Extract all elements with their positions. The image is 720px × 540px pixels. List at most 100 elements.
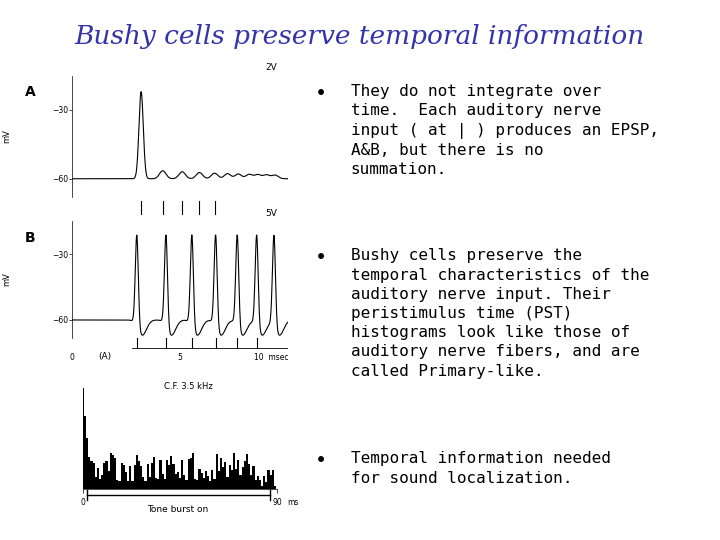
Bar <box>173 464 174 489</box>
Bar <box>177 471 179 489</box>
Bar <box>264 476 265 489</box>
Bar <box>130 467 131 489</box>
Text: Bushy cells preserve temporal information: Bushy cells preserve temporal informatio… <box>75 24 645 49</box>
Bar <box>160 461 161 489</box>
Bar <box>243 462 246 489</box>
Bar <box>271 469 274 489</box>
Text: Temporal information needed
for sound localization.: Temporal information needed for sound lo… <box>351 451 611 485</box>
Bar <box>92 463 95 489</box>
Bar <box>220 458 222 489</box>
Bar <box>233 454 235 489</box>
Bar <box>179 477 181 489</box>
Bar <box>216 454 217 489</box>
Bar <box>265 482 268 489</box>
Text: C.F. 3.5 kHz: C.F. 3.5 kHz <box>164 382 213 391</box>
Bar <box>222 468 225 489</box>
Bar <box>125 471 127 489</box>
Bar <box>166 461 168 489</box>
Bar <box>255 480 257 489</box>
Text: •: • <box>315 451 327 470</box>
Bar <box>89 456 91 489</box>
Bar <box>140 467 142 489</box>
Bar <box>114 458 116 489</box>
Bar <box>207 476 209 489</box>
Text: Tone burst on: Tone burst on <box>148 505 209 514</box>
Text: (A): (A) <box>99 352 112 361</box>
Bar <box>225 462 226 489</box>
Bar <box>142 477 144 489</box>
Bar <box>121 463 122 489</box>
Text: A: A <box>24 85 35 99</box>
Text: mV: mV <box>2 130 12 143</box>
Bar <box>194 478 196 489</box>
Bar <box>261 485 264 489</box>
Bar <box>91 461 92 489</box>
Bar <box>144 481 147 489</box>
Bar <box>149 477 151 489</box>
Bar <box>109 454 112 489</box>
Bar <box>246 454 248 489</box>
Text: B: B <box>24 231 35 245</box>
Bar <box>185 480 187 489</box>
Bar <box>259 480 261 489</box>
Text: •: • <box>315 248 327 267</box>
Bar <box>235 469 237 489</box>
Bar <box>174 474 176 489</box>
Bar <box>104 463 105 489</box>
Bar <box>248 464 251 489</box>
Text: mV: mV <box>2 273 12 286</box>
Bar <box>198 469 200 489</box>
Bar <box>82 388 84 489</box>
Bar <box>204 470 207 489</box>
Bar <box>183 475 185 489</box>
Bar <box>196 480 198 489</box>
Bar <box>84 416 86 489</box>
Bar <box>95 477 96 489</box>
Bar <box>155 477 157 489</box>
Bar <box>135 455 138 489</box>
Bar <box>228 465 230 489</box>
Bar <box>127 481 130 489</box>
Bar <box>170 456 172 489</box>
Text: 10  msec: 10 msec <box>253 353 288 362</box>
Bar <box>147 464 148 489</box>
Bar <box>131 481 133 489</box>
Bar <box>157 478 160 489</box>
Bar <box>101 475 104 489</box>
Bar <box>163 478 166 489</box>
Bar <box>134 465 135 489</box>
Bar <box>242 468 243 489</box>
Bar <box>138 462 140 489</box>
Text: They do not integrate over
time.  Each auditory nerve
input ( at | ) produces an: They do not integrate over time. Each au… <box>351 84 659 177</box>
Bar <box>187 460 190 489</box>
Bar <box>252 467 254 489</box>
Bar <box>200 472 203 489</box>
Bar <box>181 461 183 489</box>
Bar <box>256 476 259 489</box>
Bar <box>226 477 229 489</box>
Text: ms: ms <box>287 498 298 507</box>
Bar <box>99 478 101 489</box>
Bar <box>217 470 220 489</box>
Bar <box>251 475 252 489</box>
Bar <box>108 470 109 489</box>
Bar <box>212 469 213 489</box>
Bar <box>168 465 171 489</box>
Bar <box>192 454 194 489</box>
Text: 5: 5 <box>178 353 182 362</box>
Bar <box>161 474 163 489</box>
Bar <box>150 463 153 489</box>
Bar <box>112 455 114 489</box>
Bar <box>203 477 204 489</box>
Text: Bushy cells preserve the
temporal characteristics of the
auditory nerve input. T: Bushy cells preserve the temporal charac… <box>351 248 649 379</box>
Bar <box>117 480 118 489</box>
Bar <box>209 481 212 489</box>
Bar <box>189 458 192 489</box>
Bar <box>86 438 88 489</box>
Bar <box>118 481 121 489</box>
Bar <box>105 462 108 489</box>
Bar <box>213 478 215 489</box>
Bar <box>122 465 125 489</box>
Bar <box>239 475 241 489</box>
Bar <box>230 469 233 489</box>
